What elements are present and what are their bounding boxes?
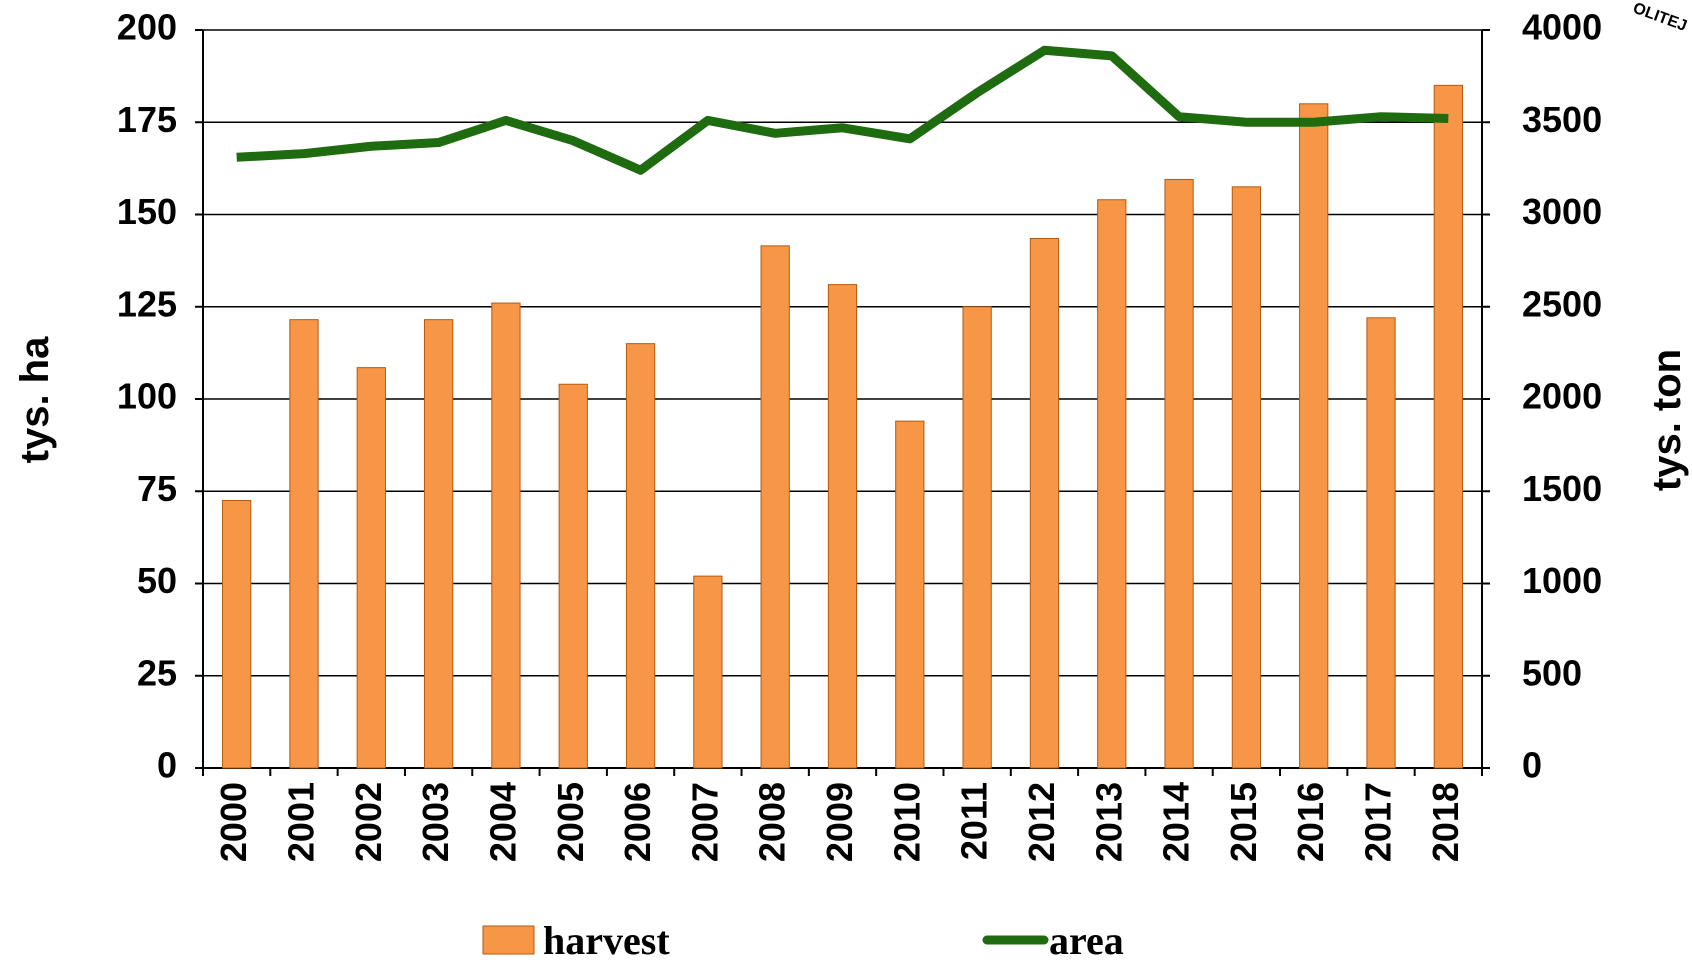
legend-label: area — [1049, 918, 1124, 962]
x-tick-label: 2015 — [1223, 782, 1264, 862]
x-tick-label: 2011 — [954, 782, 995, 860]
bar — [423, 319, 454, 769]
x-tick-label: 2017 — [1358, 782, 1399, 862]
x-tick-label: 2000 — [213, 782, 254, 862]
y-tick-label: 50 — [137, 560, 177, 601]
legend-swatch — [482, 925, 535, 955]
y2-axis-label: tys. ton — [1645, 349, 1689, 491]
bar — [289, 319, 319, 769]
y2-tick-label: 1500 — [1522, 468, 1602, 509]
x-tick-label: 2010 — [886, 782, 927, 862]
bar — [356, 367, 386, 769]
x-tick-label: 2007 — [684, 782, 725, 862]
x-tick-label: 2016 — [1290, 782, 1331, 862]
bar — [1029, 237, 1060, 769]
y-tick-label: 25 — [137, 652, 177, 693]
bar — [222, 499, 252, 769]
x-tick-label: 2002 — [348, 782, 389, 862]
bar — [1097, 199, 1127, 769]
x-tick-label: 2003 — [415, 782, 456, 862]
bar — [558, 383, 588, 769]
y-tick-label: 150 — [117, 191, 177, 232]
legend-label: harvest — [543, 918, 670, 962]
x-tick-label: 2009 — [819, 782, 860, 862]
bar — [1231, 186, 1262, 769]
y2-tick-label: 0 — [1522, 745, 1542, 786]
y2-tick-label: 4000 — [1522, 7, 1602, 48]
bar — [491, 302, 521, 769]
bar — [827, 284, 858, 769]
y-tick-label: 75 — [137, 468, 177, 509]
bar — [962, 306, 992, 769]
bar — [625, 343, 656, 769]
y2-tick-label: 2000 — [1522, 376, 1602, 417]
y-tick-label: 100 — [117, 376, 177, 417]
y-axis-label: tys. ha — [13, 336, 57, 463]
x-tick-label: 2018 — [1425, 782, 1466, 862]
annotation: OLITEJ — [1631, 0, 1689, 35]
bar — [895, 420, 925, 769]
y-tick-label: 200 — [117, 7, 177, 48]
x-tick-label: 2006 — [617, 782, 658, 862]
y-tick-label: 0 — [157, 745, 177, 786]
y-tick-label: 125 — [117, 283, 177, 324]
line — [236, 45, 1449, 175]
x-tick-label: 2012 — [1021, 782, 1062, 862]
x-tick-label: 2005 — [550, 782, 591, 862]
x-tick-label: 2008 — [752, 782, 793, 862]
bar — [760, 245, 790, 769]
bar — [1366, 317, 1396, 769]
y-tick-label: 175 — [117, 99, 177, 140]
y2-tick-label: 500 — [1522, 652, 1582, 693]
bar — [1433, 84, 1463, 769]
y2-tick-label: 1000 — [1522, 560, 1602, 601]
y2-tick-label: 3500 — [1522, 99, 1602, 140]
bar — [1299, 103, 1329, 769]
y2-tick-label: 2500 — [1522, 283, 1602, 324]
bar — [1164, 178, 1194, 769]
x-tick-label: 2001 — [280, 782, 321, 862]
bar — [693, 575, 723, 769]
x-tick-label: 2014 — [1156, 782, 1197, 862]
y2-tick-label: 3000 — [1522, 191, 1602, 232]
x-tick-label: 2013 — [1088, 782, 1129, 862]
x-tick-label: 2004 — [482, 782, 523, 862]
